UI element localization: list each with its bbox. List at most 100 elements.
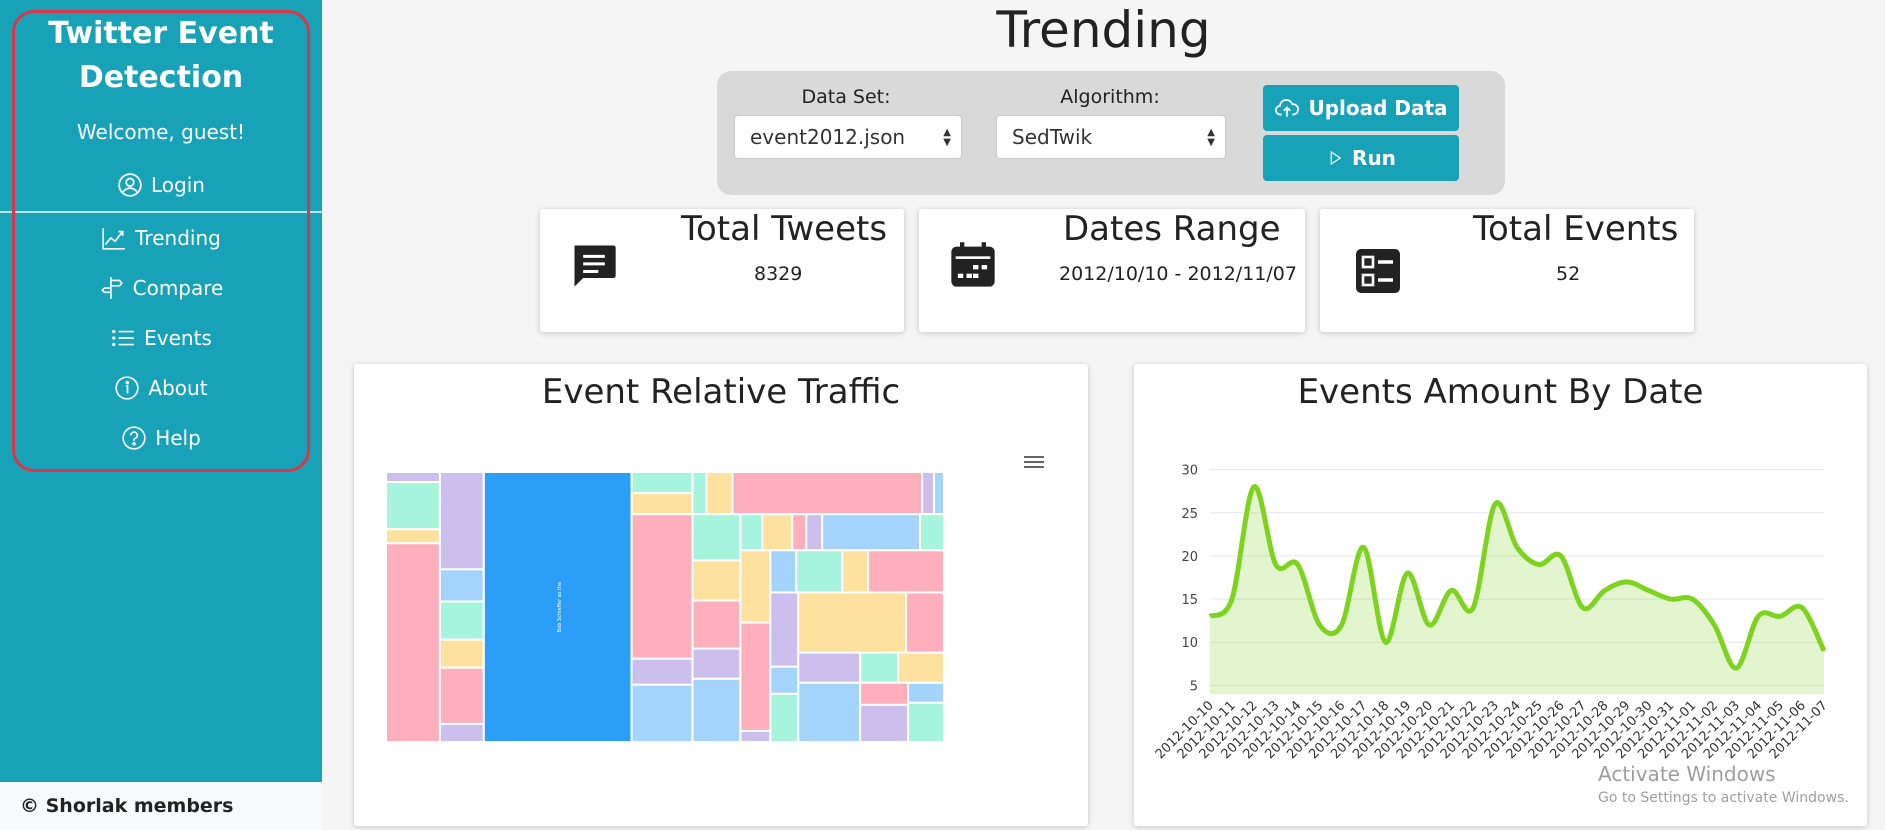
data-point[interactable] bbox=[1492, 501, 1498, 507]
data-point[interactable] bbox=[1668, 596, 1674, 602]
data-point[interactable] bbox=[1755, 613, 1761, 619]
treemap-cell[interactable] bbox=[630, 513, 694, 660]
total-tweets-value: 8329 bbox=[754, 263, 803, 285]
data-point[interactable] bbox=[1229, 596, 1235, 602]
treemap-cell[interactable] bbox=[630, 683, 694, 743]
treemap-cell[interactable] bbox=[919, 513, 945, 552]
data-point[interactable] bbox=[1273, 562, 1279, 568]
treemap-cell[interactable] bbox=[769, 549, 798, 594]
upload-data-button[interactable]: Upload Data bbox=[1263, 85, 1459, 131]
data-point[interactable] bbox=[1602, 587, 1608, 593]
data-point[interactable] bbox=[1624, 579, 1630, 585]
treemap-cell[interactable] bbox=[739, 729, 772, 743]
data-point[interactable] bbox=[1821, 648, 1827, 654]
cloud-upload-icon bbox=[1275, 99, 1300, 117]
data-point[interactable] bbox=[1361, 544, 1367, 550]
treemap-cell[interactable] bbox=[933, 471, 945, 516]
algorithm-label: Algorithm: bbox=[1060, 86, 1160, 108]
data-point[interactable] bbox=[1207, 613, 1213, 619]
treemap-cell[interactable] bbox=[805, 513, 824, 552]
data-point[interactable] bbox=[1470, 605, 1476, 611]
treemap-cell[interactable] bbox=[691, 513, 742, 562]
treemap-cell[interactable] bbox=[907, 701, 945, 743]
treemap-cell[interactable] bbox=[907, 681, 945, 704]
brand-title[interactable]: Twitter Event Detection bbox=[0, 12, 322, 100]
treemap-cell[interactable] bbox=[769, 692, 800, 744]
treemap-cell[interactable] bbox=[731, 471, 924, 516]
data-point[interactable] bbox=[1317, 622, 1323, 628]
treemap-cell[interactable] bbox=[859, 651, 900, 684]
treemap-cell[interactable] bbox=[921, 471, 936, 516]
play-icon bbox=[1330, 150, 1342, 166]
run-button[interactable]: Run bbox=[1263, 135, 1459, 181]
data-point[interactable] bbox=[1382, 639, 1388, 645]
treemap-cell[interactable] bbox=[705, 471, 734, 516]
treemap-cell[interactable] bbox=[791, 513, 808, 552]
treemap-cell[interactable] bbox=[867, 549, 945, 594]
sidebar-item-events[interactable]: Events bbox=[0, 321, 322, 355]
treemap-cell[interactable] bbox=[630, 471, 694, 495]
data-point[interactable] bbox=[1558, 553, 1564, 559]
treemap-cell[interactable] bbox=[841, 549, 870, 594]
treemap-cell[interactable] bbox=[438, 638, 485, 669]
treemap-cell[interactable] bbox=[438, 666, 485, 725]
treemap-cell[interactable] bbox=[691, 647, 742, 680]
data-point[interactable] bbox=[1448, 587, 1454, 593]
data-point[interactable] bbox=[1580, 605, 1586, 611]
treemap-cell[interactable] bbox=[691, 599, 742, 650]
treemap-cell[interactable] bbox=[859, 681, 910, 706]
treemap-cell[interactable] bbox=[797, 651, 862, 684]
hamburger-menu-icon[interactable] bbox=[1024, 456, 1044, 468]
login-link[interactable]: Login bbox=[0, 168, 322, 202]
treemap-cell[interactable] bbox=[769, 665, 800, 695]
treemap-cell[interactable] bbox=[769, 591, 800, 668]
series-area bbox=[1210, 486, 1824, 694]
treemap-cell[interactable] bbox=[821, 513, 922, 552]
treemap-cell[interactable] bbox=[739, 513, 764, 552]
treemap-cell[interactable] bbox=[438, 471, 485, 571]
treemap-cell[interactable] bbox=[385, 481, 441, 531]
data-point[interactable] bbox=[1251, 484, 1257, 490]
treemap-cell[interactable] bbox=[905, 591, 946, 654]
data-point[interactable] bbox=[1404, 570, 1410, 576]
treemap-cell[interactable] bbox=[859, 703, 910, 744]
series-line[interactable] bbox=[1208, 484, 1827, 671]
data-point[interactable] bbox=[1295, 562, 1301, 568]
treemap-cell[interactable] bbox=[897, 651, 945, 684]
data-point[interactable] bbox=[1339, 622, 1345, 628]
data-point[interactable] bbox=[1426, 622, 1432, 628]
data-point[interactable] bbox=[1514, 544, 1520, 550]
algorithm-select[interactable]: SedTwik ▲ ▼ bbox=[996, 115, 1226, 159]
total-tweets-title: Total Tweets bbox=[681, 209, 888, 249]
treemap-cell[interactable] bbox=[385, 542, 441, 743]
treemap-cell[interactable] bbox=[630, 492, 694, 516]
treemap-cell[interactable] bbox=[438, 600, 485, 641]
data-point[interactable] bbox=[1799, 605, 1805, 611]
treemap-cell[interactable] bbox=[739, 621, 772, 732]
data-point[interactable] bbox=[1733, 665, 1739, 671]
treemap-cell[interactable] bbox=[385, 528, 441, 545]
treemap-cell[interactable] bbox=[691, 677, 742, 743]
sidebar-item-about[interactable]: About bbox=[0, 371, 322, 405]
treemap-cell[interactable] bbox=[739, 549, 772, 624]
sidebar-item-trending[interactable]: Trending bbox=[0, 221, 322, 255]
treemap-cell[interactable] bbox=[691, 559, 742, 602]
treemap-cell[interactable] bbox=[438, 568, 485, 603]
data-point[interactable] bbox=[1646, 587, 1652, 593]
data-point[interactable] bbox=[1689, 596, 1695, 602]
sidebar-item-help[interactable]: Help bbox=[0, 421, 322, 455]
treemap-cell[interactable] bbox=[797, 681, 862, 743]
treemap-cell[interactable] bbox=[691, 471, 708, 516]
data-point[interactable] bbox=[1777, 613, 1783, 619]
treemap-cell[interactable] bbox=[795, 549, 844, 594]
treemap-cell[interactable] bbox=[797, 591, 908, 654]
treemap-cell[interactable] bbox=[761, 513, 794, 552]
treemap-cell[interactable] bbox=[385, 471, 441, 484]
treemap-cell[interactable] bbox=[438, 722, 485, 744]
treemap-cell[interactable] bbox=[630, 657, 694, 686]
treemap-cell-main[interactable] bbox=[482, 471, 633, 743]
dataset-select[interactable]: event2012.json ▲ ▼ bbox=[734, 115, 962, 159]
data-point[interactable] bbox=[1536, 562, 1542, 568]
data-point[interactable] bbox=[1711, 622, 1717, 628]
sidebar-item-compare[interactable]: Compare bbox=[0, 271, 322, 305]
